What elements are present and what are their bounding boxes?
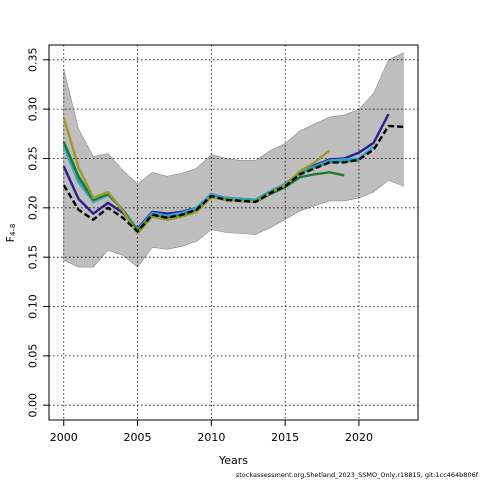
confidence-band-layer — [63, 52, 404, 268]
x-tick-label: 2010 — [197, 431, 225, 444]
y-axis-title-sub: 4–8 — [9, 224, 17, 236]
x-axis-title: Years — [218, 454, 248, 467]
y-axis-title: F4–8 — [4, 224, 18, 243]
y-tick-label: 0.10 — [27, 294, 40, 319]
footer-credit: stockassessment.org,Shetland_2023_SSMO_O… — [236, 471, 479, 479]
y-tick-label: 0.00 — [27, 393, 40, 418]
y-tick-label: 0.05 — [27, 344, 40, 369]
confidence-band — [63, 52, 404, 268]
x-tick-label: 2000 — [50, 431, 78, 444]
y-axis: 0.00 0.05 0.10 0.15 0.20 0.25 0.30 0.35 — [27, 48, 49, 418]
grid-layer — [49, 45, 418, 420]
y-tick-label: 0.25 — [27, 146, 40, 171]
x-tick-label: 2020 — [345, 431, 373, 444]
y-tick-label: 0.15 — [27, 245, 40, 270]
y-tick-label: 0.30 — [27, 97, 40, 122]
x-tick-label: 2015 — [271, 431, 299, 444]
x-axis: 2000 2005 2010 2015 2020 — [50, 420, 373, 444]
series-layer — [62, 113, 404, 235]
y-tick-label: 0.35 — [27, 48, 40, 72]
y-tick-label: 0.20 — [27, 196, 40, 221]
plot-frame — [48, 44, 419, 421]
y-axis-title-main: F — [4, 236, 17, 242]
series-line-reference — [62, 124, 404, 233]
x-tick-label: 2005 — [124, 431, 152, 444]
